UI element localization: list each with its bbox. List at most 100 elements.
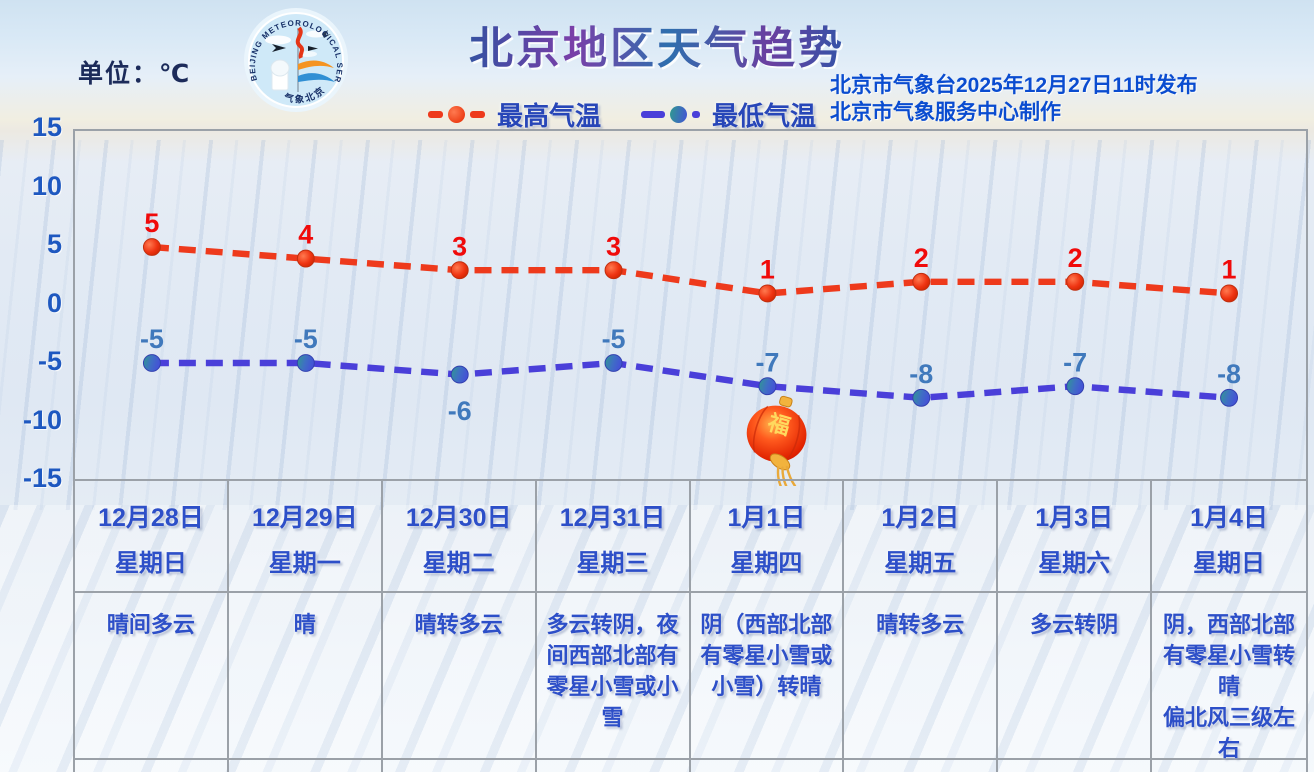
low-temp-marker (1220, 388, 1239, 407)
date-label: 12月30日 (405, 504, 512, 532)
low-temp-value-label: -5 (294, 324, 318, 354)
next-row-stub-cell (691, 760, 845, 772)
logo-blue-swoosh (298, 73, 335, 82)
low-temp-marker (604, 354, 623, 372)
weekday-label: 星期五 (884, 550, 957, 577)
low-temp-line-sample-icon (641, 105, 701, 123)
weather-description-cell: 晴间多云 (75, 593, 229, 760)
low-temp-marker (142, 354, 161, 372)
weather-description-cell: 阴（西部北部有零星小雪或小雪）转晴 (690, 593, 845, 760)
day-header-cell: 12月31日 星期三 (536, 481, 691, 593)
next-row-stub-cell (844, 760, 999, 772)
y-tick-label: 5 (46, 229, 62, 259)
weekday-label: 星期四 (730, 550, 803, 577)
low-temp-value-label: -8 (909, 359, 933, 389)
page-title: 北京地区天气趋势 (377, 12, 937, 76)
logo-red-ribbon (295, 26, 304, 59)
day-header-cell: 1月4日星期日 (1152, 481, 1306, 593)
legend-low-label: 最低气温 (712, 100, 817, 131)
y-tick-label: 10 (31, 170, 62, 201)
date-label: 12月31日 (559, 504, 666, 532)
forecast-table: 12月28日 星期日 12月29日 星期一 12月30日 星期二 12月31日 星期三 1月1日… (73, 479, 1308, 772)
high-temp-value-label: 4 (298, 220, 313, 250)
low-temp-line (151, 359, 1230, 402)
new-year-lantern-icon: 福 (733, 392, 821, 489)
chart-legend: 最高气温 最低气温 (428, 99, 816, 131)
weekday-label: 星期一 (268, 550, 341, 577)
weather-description-cell: 阴，西部北部有零星小雪转晴 偏北风三级左右 (1152, 593, 1306, 761)
low-temp-marker (1066, 377, 1085, 396)
weather-description-cell: 晴转多云 (844, 593, 999, 760)
low-temp-value-label: -6 (448, 396, 472, 426)
high-temp-marker (758, 284, 777, 303)
next-row-stub-cell (75, 760, 229, 772)
date-label: 1月1日 (727, 504, 806, 532)
chart-plot-area: 5 4 3 3 1 2 2 1 -5 -5 -6 -5 -7 -8 -7 -8 (73, 129, 1308, 481)
low-temp-value-label: -5 (602, 324, 626, 354)
weekday-label: 星期日 (114, 550, 187, 577)
high-temp-marker (1066, 272, 1085, 291)
y-tick-label: -15 (22, 463, 62, 493)
low-temp-value-label: -7 (1063, 347, 1087, 377)
low-temp-value-label: -8 (1217, 359, 1241, 389)
high-temp-marker (604, 261, 623, 280)
next-row-stub-cell (537, 760, 691, 772)
day-header-cell: 1月2日星期五 (844, 481, 999, 593)
high-temp-marker (1220, 284, 1239, 303)
day-header-cell: 1月1日星期四 (690, 481, 845, 593)
weekday-label: 星期二 (422, 550, 495, 577)
low-temp-marker (758, 377, 777, 396)
issue-info: 北京市气象台2025年12月27日11时发布 北京市气象服务中心制作 (830, 72, 1310, 126)
day-header-cell: 1月3日 星期六 (998, 481, 1153, 593)
y-tick-label: 15 (31, 112, 62, 142)
high-temp-line-sample-icon (428, 105, 485, 123)
y-tick-label: -5 (37, 346, 62, 376)
next-row-stub-cell (383, 760, 537, 772)
legend-item-low: 最低气温 (641, 96, 816, 133)
logo-observatory-dome (270, 59, 290, 77)
high-temp-value-label: 3 (452, 231, 467, 261)
weekday-label: 星期三 (576, 550, 649, 577)
date-label: 12月28日 (98, 504, 204, 532)
next-row-stub-cell (229, 760, 383, 772)
day-header-cell: 12月29日 星期一 (228, 481, 383, 593)
high-temp-marker (450, 261, 469, 280)
weather-description-cell: 晴 (228, 593, 383, 760)
weather-description-cell: 多云转阴，夜间西部北部有零星小雪或小雪 (536, 593, 691, 760)
high-temp-marker (912, 272, 931, 291)
date-label: 1月4日 (1190, 504, 1268, 532)
low-temp-marker (912, 388, 931, 407)
y-tick-label: -10 (22, 404, 62, 435)
high-temp-line (151, 243, 1230, 297)
high-temp-marker (142, 238, 161, 256)
weekday-label: 星期日 (1193, 550, 1266, 577)
low-temp-marker (296, 354, 315, 372)
high-temp-value-label: 1 (760, 255, 775, 285)
low-temp-value-label: -5 (140, 324, 164, 354)
low-temp-value-label: -7 (755, 347, 779, 377)
issue-line-2: 北京市气象服务中心制作 (830, 101, 1061, 124)
next-row-stub-cell (998, 760, 1153, 772)
day-header-cell: 12月28日 星期日 (75, 481, 229, 593)
high-temp-marker (296, 249, 315, 268)
legend-item-high: 最高气温 (428, 96, 601, 133)
issue-line-1: 北京市气象台2025年12月27日11时发布 (830, 74, 1198, 97)
day-header-cell: 12月30日 星期二 (382, 481, 537, 593)
high-temp-value-label: 5 (144, 208, 159, 238)
unit-label: 单位：℃ (78, 60, 192, 88)
date-label: 12月29日 (252, 504, 358, 532)
high-temp-value-label: 2 (1068, 243, 1083, 273)
y-tick-label: 0 (46, 287, 62, 318)
low-temp-marker (450, 365, 469, 384)
high-temp-value-label: 3 (606, 231, 621, 261)
weather-description-cell: 晴转多云 (382, 593, 537, 760)
weather-description-cell: 多云转阴 (998, 593, 1153, 760)
meteorological-service-logo-icon: BEIJING METEOROLOGICAL SERVICE 气象北京 (239, 0, 350, 114)
high-temp-value-label: 2 (914, 243, 929, 273)
date-label: 1月2日 (881, 504, 960, 532)
next-row-stub-cell (1152, 760, 1306, 772)
logo-orange-swoosh (298, 60, 334, 70)
logo-wind-vane-icon (272, 44, 286, 52)
temperature-chart: 5 4 3 3 1 2 2 1 -5 -5 -6 -5 -7 -8 -7 -8 (140, 208, 1241, 426)
